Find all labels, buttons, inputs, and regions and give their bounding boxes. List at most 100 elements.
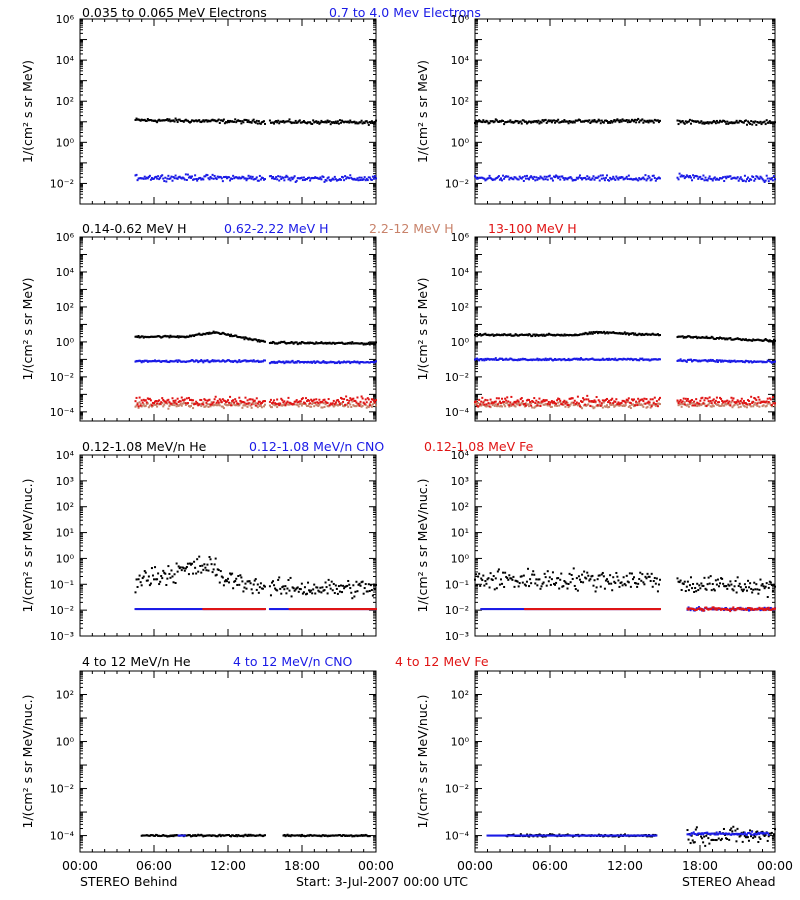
data-point — [623, 400, 626, 403]
data-point — [279, 403, 282, 406]
data-point — [495, 397, 498, 400]
data-point — [295, 403, 298, 406]
data-point — [362, 401, 365, 404]
data-point — [149, 582, 152, 585]
data-point — [278, 341, 281, 344]
data-point — [181, 402, 184, 405]
data-point — [678, 119, 681, 122]
data-point — [279, 402, 282, 405]
data-point — [535, 176, 538, 179]
data-point — [134, 405, 137, 408]
data-point — [512, 401, 515, 404]
data-point — [525, 399, 528, 402]
data-point — [285, 360, 288, 363]
data-point — [756, 338, 759, 341]
data-point — [256, 122, 259, 125]
data-point — [532, 400, 535, 403]
data-point — [150, 177, 153, 180]
data-point — [684, 336, 687, 339]
data-point — [269, 175, 272, 178]
data-point — [535, 333, 538, 336]
data-point — [220, 332, 223, 335]
data-point — [291, 178, 294, 181]
data-point — [694, 120, 697, 123]
data-point — [569, 358, 572, 361]
data-point — [299, 588, 302, 591]
data-point — [647, 175, 650, 178]
data-point — [143, 335, 146, 338]
data-point — [537, 334, 540, 337]
data-point — [332, 399, 335, 402]
data-point — [170, 608, 173, 611]
data-point — [492, 401, 495, 404]
data-point — [221, 405, 224, 408]
data-point — [689, 122, 692, 125]
data-point — [182, 399, 185, 402]
data-point — [478, 404, 481, 407]
data-point — [163, 403, 166, 406]
data-point — [180, 608, 183, 611]
data-point — [241, 120, 244, 123]
data-point — [514, 405, 517, 408]
data-point — [582, 177, 585, 180]
data-point — [232, 399, 235, 402]
data-point — [172, 399, 175, 402]
data-point — [224, 333, 227, 336]
data-point — [261, 608, 264, 611]
data-point — [204, 608, 207, 611]
data-point — [359, 121, 362, 124]
data-point — [346, 403, 349, 406]
data-point — [762, 121, 765, 124]
data-point — [657, 358, 660, 361]
data-point — [769, 339, 772, 342]
data-point — [616, 118, 619, 121]
data-point — [180, 396, 183, 399]
data-point — [656, 333, 659, 336]
data-point — [621, 118, 624, 121]
data-point — [227, 399, 229, 402]
data-point — [306, 361, 309, 364]
data-point — [557, 118, 560, 121]
data-point — [348, 177, 351, 180]
data-point — [318, 177, 321, 180]
data-point — [219, 399, 222, 402]
data-point — [608, 357, 611, 360]
data-point — [252, 403, 255, 406]
data-point — [139, 336, 142, 339]
data-point — [600, 331, 603, 334]
data-point — [572, 334, 575, 337]
data-point — [365, 177, 368, 180]
data-point — [760, 400, 763, 403]
data-point — [320, 119, 323, 122]
data-point — [157, 572, 160, 575]
data-point — [706, 121, 709, 124]
data-point — [763, 180, 766, 183]
data-point — [282, 360, 285, 363]
data-point — [251, 119, 254, 122]
data-point — [516, 334, 519, 337]
data-point — [545, 359, 548, 362]
data-point — [261, 120, 264, 123]
data-point — [251, 339, 254, 342]
data-point — [537, 401, 540, 404]
data-point — [230, 360, 233, 363]
data-point — [502, 174, 505, 177]
data-point — [620, 358, 623, 361]
data-point — [286, 120, 289, 123]
data-point — [647, 402, 650, 405]
data-point — [609, 403, 612, 406]
data-point — [297, 608, 300, 611]
data-point — [542, 333, 545, 336]
data-point — [679, 121, 682, 124]
data-point — [225, 359, 228, 362]
data-point — [765, 361, 768, 364]
data-point — [654, 403, 657, 406]
data-point — [182, 608, 185, 611]
data-point — [543, 334, 546, 337]
data-point — [730, 401, 733, 404]
data-point — [502, 334, 505, 337]
data-point — [737, 338, 740, 341]
data-point — [246, 177, 249, 180]
data-point — [512, 121, 515, 124]
data-point — [348, 608, 351, 611]
